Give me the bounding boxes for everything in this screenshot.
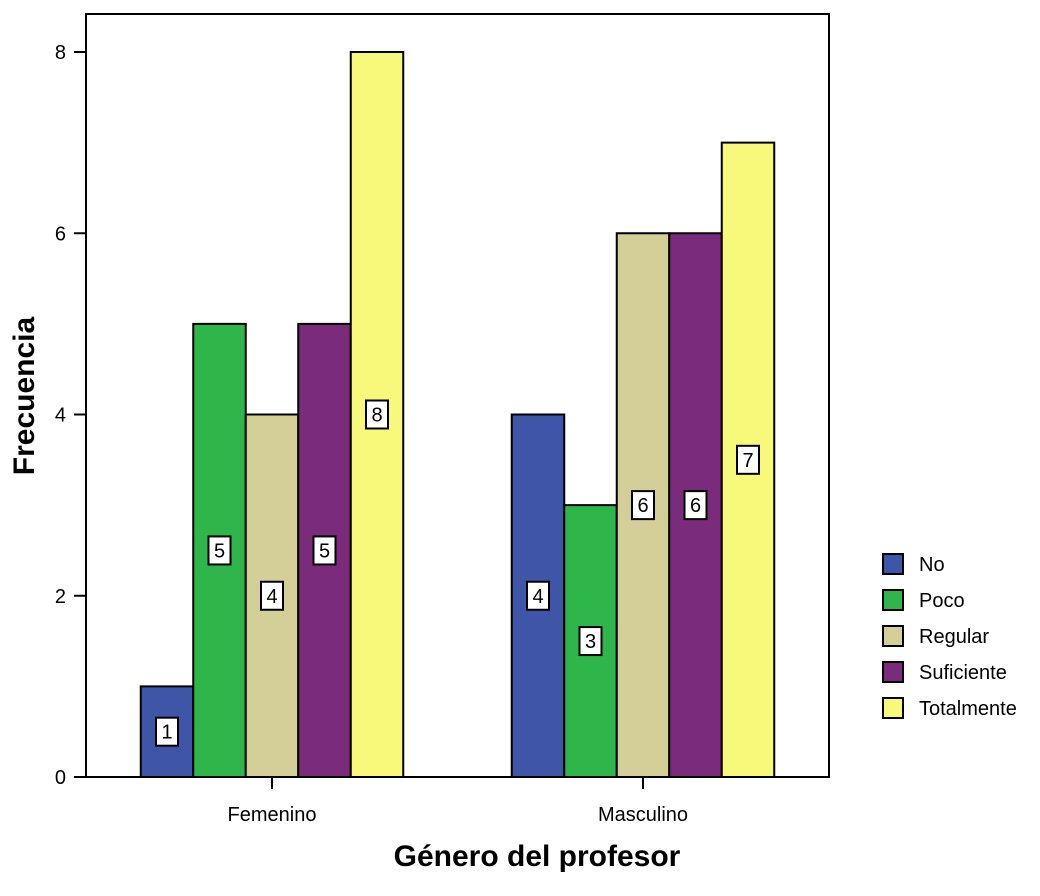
data-label-box: [683, 490, 708, 521]
data-label: 1: [161, 722, 172, 744]
data-label: 7: [742, 450, 753, 472]
data-label-box: [578, 626, 603, 657]
data-label: 4: [532, 586, 543, 608]
legend-swatch-totalmente: [882, 697, 904, 719]
data-label: 3: [585, 631, 596, 653]
legend: No Poco Regular Suficiente Totalmente: [882, 553, 1017, 720]
y-tick-label: 0: [55, 767, 66, 789]
data-label-box: [155, 716, 179, 747]
bars-group: 1 5 4 5 8 4 3 6 6 7: [139, 51, 776, 778]
x-axis: Femenino Masculino: [228, 777, 688, 826]
data-label-box: [260, 580, 284, 611]
legend-label-poco: Poco: [919, 590, 965, 612]
data-label: 6: [690, 495, 701, 517]
data-label-box: [736, 444, 760, 475]
legend-label-no: No: [919, 554, 945, 576]
legend-swatch-no: [882, 553, 904, 575]
x-tick-label-masculino: Masculino: [598, 804, 688, 826]
data-label: 4: [266, 586, 277, 608]
data-label: 8: [371, 405, 382, 427]
data-label-box: [526, 580, 550, 611]
legend-label-regular: Regular: [919, 626, 989, 648]
x-axis-title: Género del profesor: [394, 840, 681, 873]
bar-suficiente-femenino: [297, 322, 352, 778]
data-label: 5: [319, 540, 330, 562]
legend-swatch-regular: [882, 625, 904, 647]
data-label: 6: [637, 495, 648, 517]
y-tick-label: 8: [55, 42, 66, 64]
data-label-box: [312, 535, 337, 566]
legend-swatch-suficiente: [882, 661, 904, 683]
legend-label-suficiente: Suficiente: [919, 662, 1007, 684]
legend-swatch-poco: [882, 589, 904, 611]
legend-label-totalmente: Totalmente: [919, 698, 1017, 720]
y-axis-title: Frecuencia: [8, 316, 41, 475]
x-tick-label-femenino: Femenino: [228, 804, 317, 826]
bar-regular-masculino: [615, 232, 671, 778]
data-label-box: [631, 490, 655, 521]
y-tick-label: 6: [55, 223, 66, 245]
data-label: 5: [214, 540, 225, 562]
data-label-box: [207, 535, 232, 566]
y-tick-label: 2: [55, 586, 66, 608]
y-tick-label: 4: [55, 405, 66, 427]
data-label-box: [365, 399, 389, 430]
y-axis: 0 2 4 6 8: [55, 42, 86, 789]
